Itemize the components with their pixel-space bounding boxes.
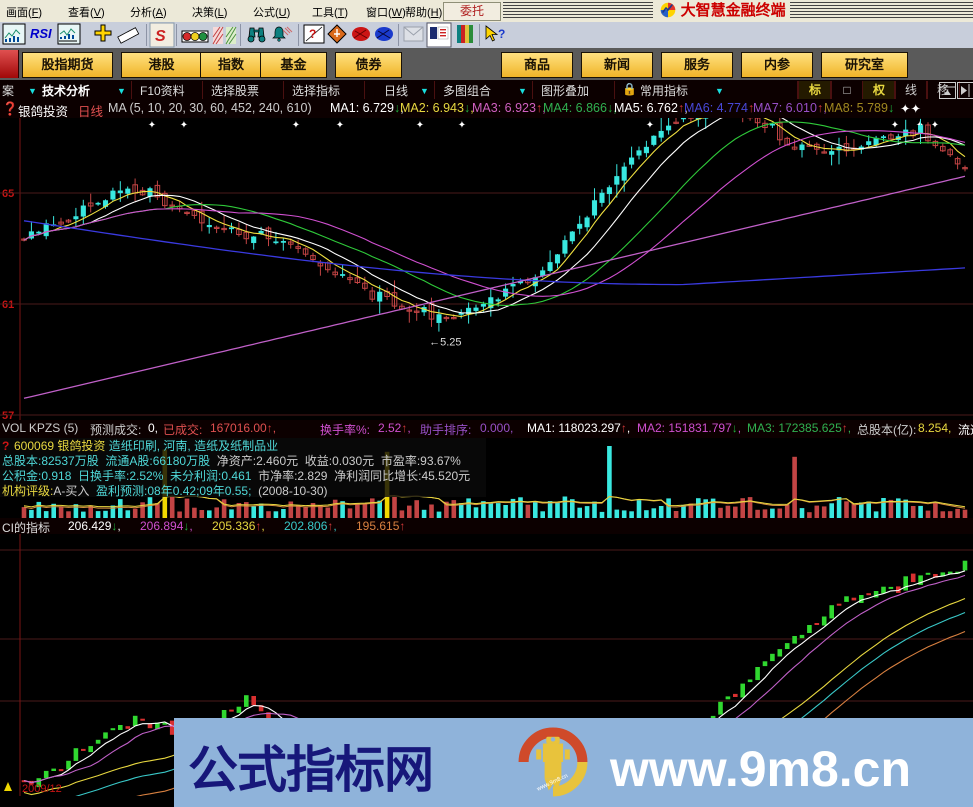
svg-text:✦: ✦ <box>148 120 156 131</box>
svg-text:✦: ✦ <box>336 120 344 131</box>
svg-text:?: ? <box>309 27 316 41</box>
svg-text:S: S <box>155 28 166 45</box>
svg-text:✦: ✦ <box>292 120 300 131</box>
svg-text:←5.25: ←5.25 <box>429 337 461 349</box>
svg-text:61: 61 <box>2 299 14 311</box>
svg-text:✦: ✦ <box>458 120 466 131</box>
svg-text:2009/12: 2009/12 <box>22 783 62 795</box>
svg-text:✦: ✦ <box>891 120 899 131</box>
svg-text:?: ? <box>498 27 505 41</box>
svg-text:✦: ✦ <box>931 120 939 131</box>
svg-text:✦: ✦ <box>416 120 424 131</box>
svg-text:✦: ✦ <box>646 120 654 131</box>
svg-text:65: 65 <box>2 188 14 200</box>
svg-text:✦: ✦ <box>180 120 188 131</box>
svg-text:RSI: RSI <box>30 26 52 41</box>
